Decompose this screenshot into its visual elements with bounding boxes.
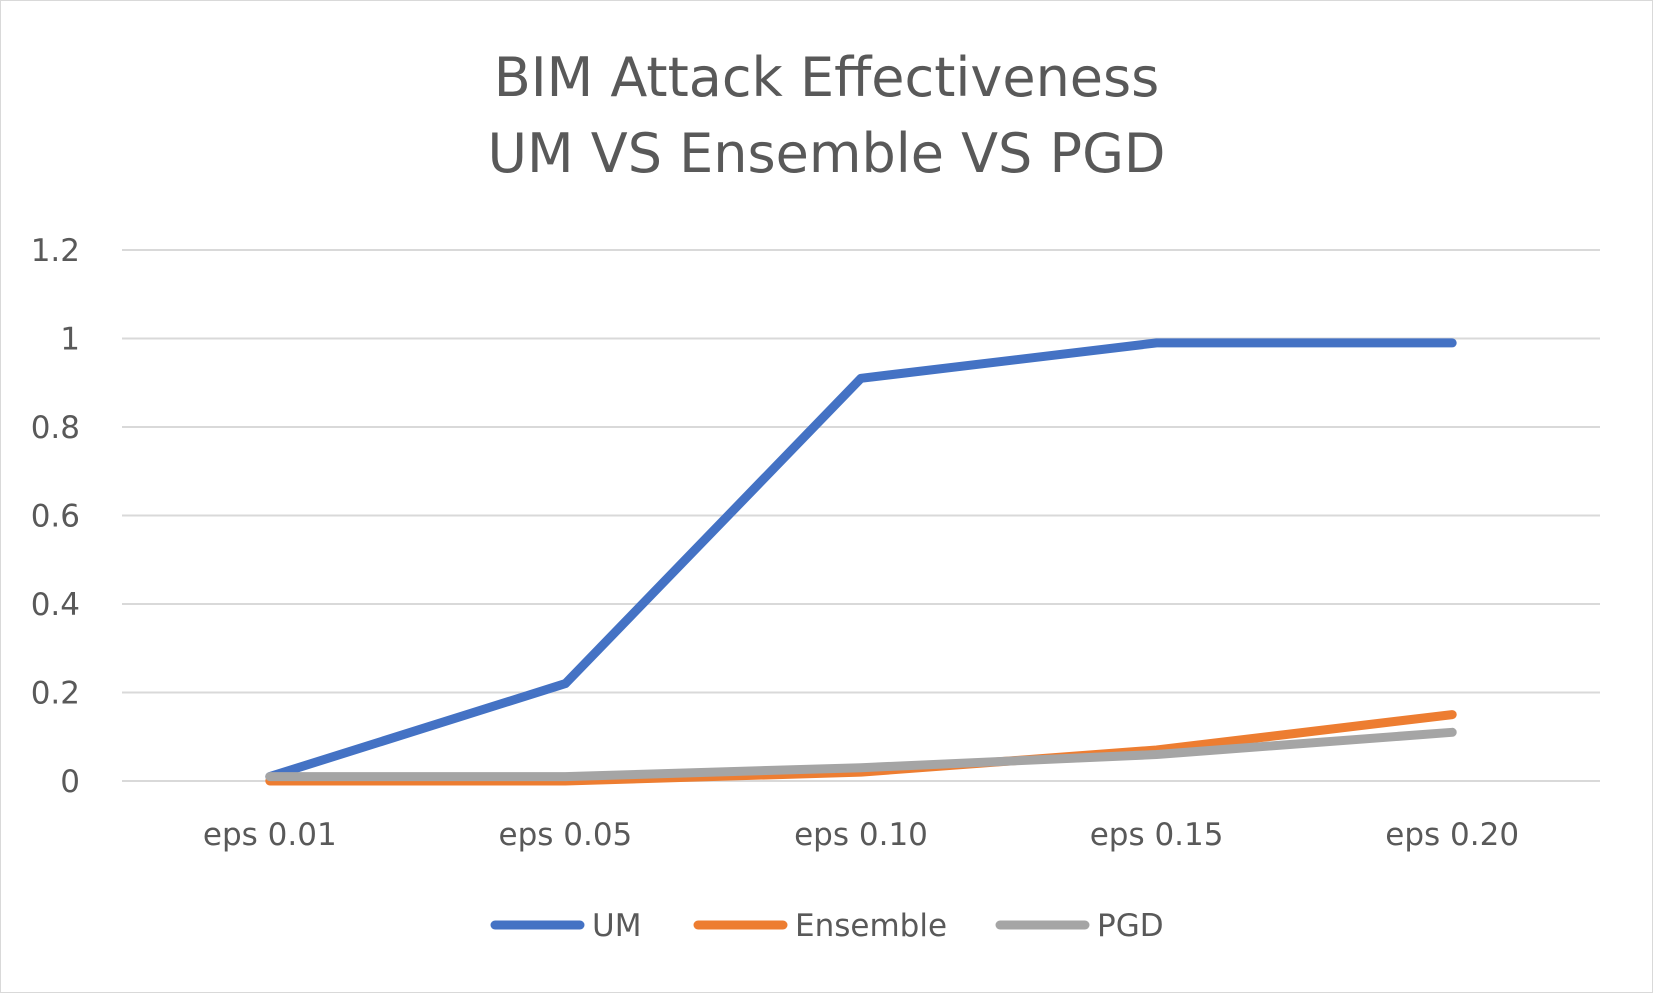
x-tick-label: eps 0.20: [1385, 817, 1519, 853]
y-tick-label: 0: [60, 764, 80, 800]
legend-label-pgd: PGD: [1097, 908, 1164, 944]
chart-title-line-1: BIM Attack Effectiveness: [493, 46, 1160, 109]
series-line-um: [265, 338, 1457, 782]
y-tick-label: 0.8: [31, 410, 80, 446]
x-tick-label: eps 0.15: [1090, 817, 1224, 853]
y-tick-label: 0.6: [31, 499, 80, 535]
y-tick-label: 1.2: [31, 233, 80, 269]
y-tick-label: 0.4: [31, 587, 80, 623]
y-tick-label: 0.2: [31, 676, 80, 712]
legend-label-um: UM: [592, 908, 641, 944]
x-tick-label: eps 0.01: [203, 817, 337, 853]
chart-title: BIM Attack Effectiveness UM VS Ensemble …: [0, 40, 1653, 192]
series-line-pgd: [265, 727, 1457, 782]
x-tick-label: eps 0.05: [499, 817, 633, 853]
legend-label-ensemble: Ensemble: [795, 908, 947, 944]
x-tick-label: eps 0.10: [794, 817, 928, 853]
chart-title-line-2: UM VS Ensemble VS PGD: [487, 122, 1166, 185]
y-tick-label: 1: [60, 322, 80, 358]
